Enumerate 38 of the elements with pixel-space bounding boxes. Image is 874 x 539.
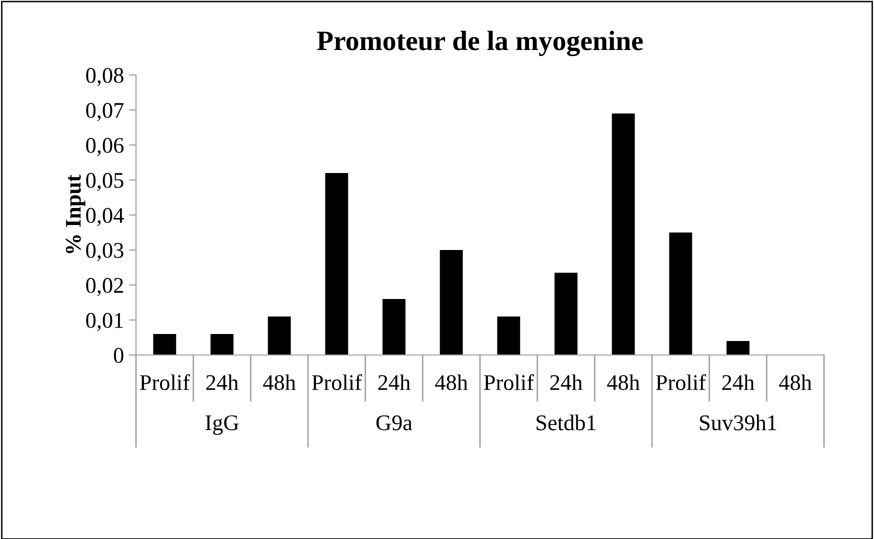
x-tick-label: 48h <box>607 374 640 390</box>
x-tick-label: 24h <box>206 374 238 390</box>
x-tick-label: Prolif <box>484 374 534 390</box>
y-tick-label: 0,03 <box>86 242 124 262</box>
bar <box>497 316 520 355</box>
x-tick-label: 24h <box>550 374 582 390</box>
y-tick-label: 0,05 <box>86 172 124 192</box>
x-tick-label: Prolif <box>312 374 362 390</box>
x-tick-label: Prolif <box>656 374 706 390</box>
x-tick-label: 24h <box>378 374 410 390</box>
y-tick-label: 0,08 <box>86 68 124 86</box>
y-tick-label: 0,06 <box>86 138 124 156</box>
text: IgG <box>206 415 239 435</box>
y-tick-label: 0,07 <box>86 102 124 122</box>
bar <box>669 232 692 355</box>
bar <box>325 173 348 355</box>
text: Suv39h1 <box>700 414 776 430</box>
x-tick-label: 48h <box>263 374 296 390</box>
bar <box>210 334 234 355</box>
y-axis-title: % Input <box>66 174 86 254</box>
x-tick-label: 24h <box>722 374 754 390</box>
bar <box>153 334 176 355</box>
y-tick-label: 0,04 <box>86 208 124 226</box>
bar <box>268 316 291 355</box>
bar <box>382 299 406 355</box>
chart-title: Promoteur de la myogenine <box>317 30 643 56</box>
x-tick-label: 48h <box>435 374 468 390</box>
x-tick-label: Prolif <box>140 374 190 390</box>
x-tick-label: 48h <box>779 374 812 390</box>
text: G9a <box>376 415 412 430</box>
y-tick-label: 0,02 <box>86 278 123 296</box>
y-tick-label: 0 <box>114 348 124 363</box>
bar <box>440 250 463 355</box>
y-tick-label: 0,01 <box>86 312 123 332</box>
bar <box>726 341 750 355</box>
bar <box>612 114 635 355</box>
bar <box>554 272 578 355</box>
text: Setdb1 <box>536 414 596 430</box>
